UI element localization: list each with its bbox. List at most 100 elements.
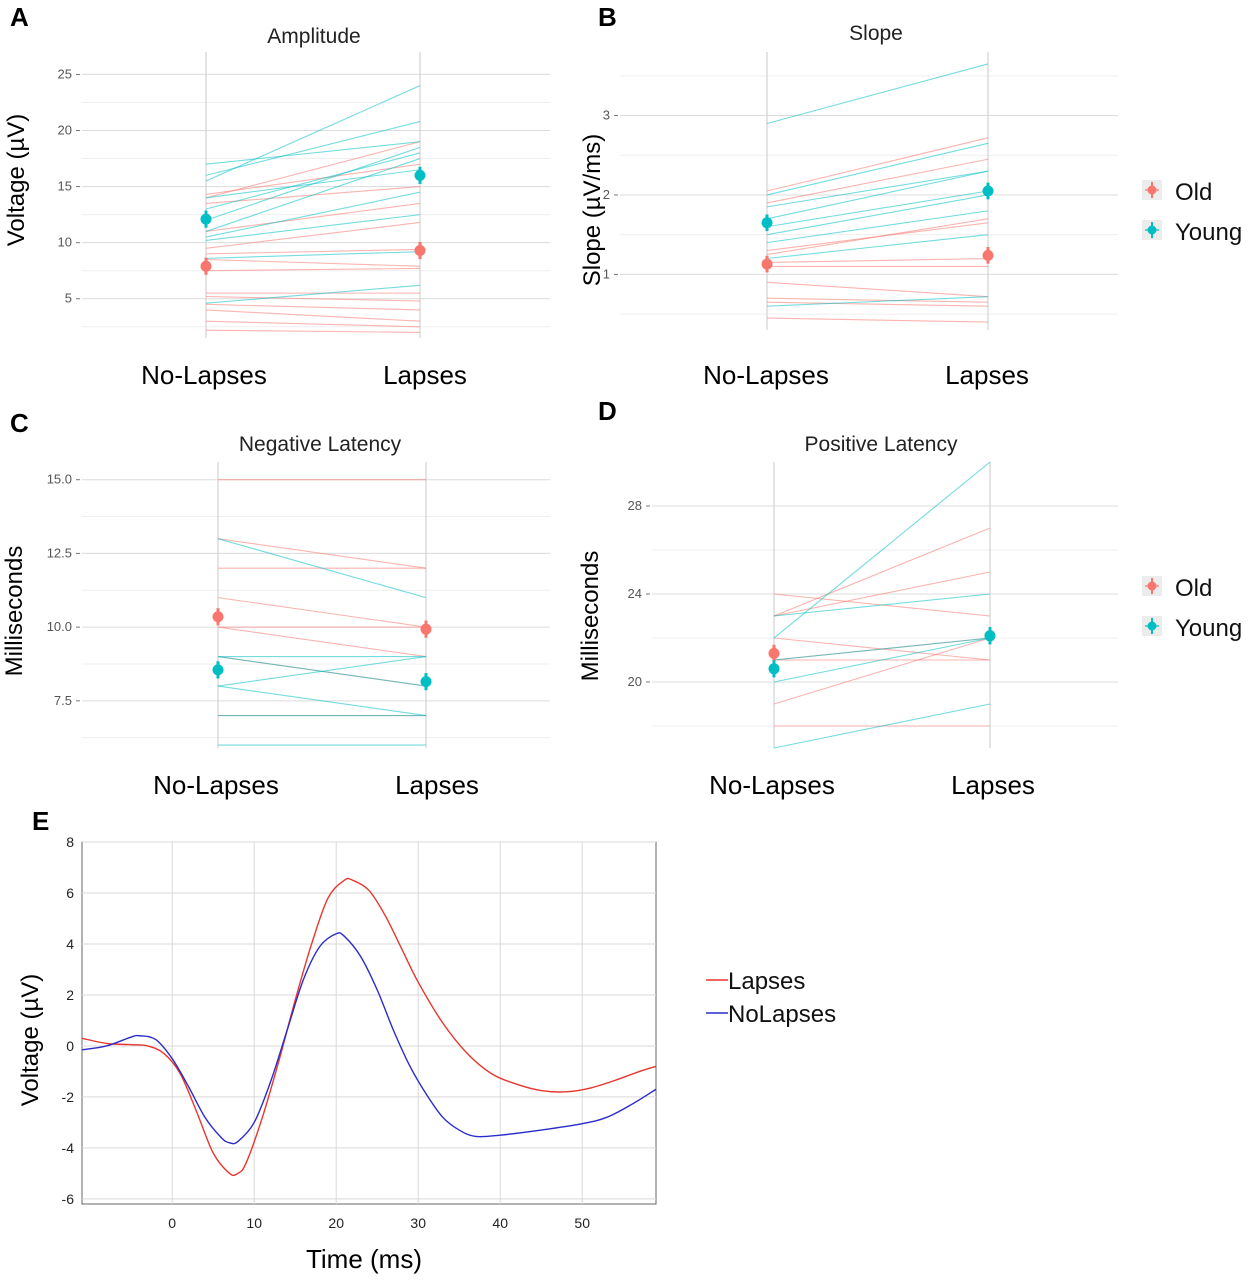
panel-c-y-axis-label: Milliseconds	[1, 546, 28, 677]
legend-nolapses-label: NoLapses	[728, 1001, 836, 1028]
panel-a-mean-point-old	[200, 260, 212, 272]
panel-b-mean-point-young	[761, 217, 773, 229]
panel-c-subject-line-young	[217, 685, 427, 717]
legend-old-label-2: Old	[1175, 575, 1212, 602]
panel-a-subject-line-old	[205, 258, 421, 267]
panel-b-category-label-lapses: Lapses	[945, 360, 1029, 390]
panel-e-x-tick-label: 40	[492, 1215, 508, 1231]
panel-e-y-tick-label: 4	[66, 936, 74, 952]
panel-d-subject-line-young	[773, 637, 991, 661]
panel-b-subject-line-old	[766, 158, 989, 204]
panel-a-mean-point-young	[200, 213, 212, 225]
panel-b-subject-line-young	[766, 63, 989, 125]
panel-a: A Amplitude Voltage (µV) No-Lapses Lapse…	[3, 2, 550, 390]
panel-a-y-tick-label: 5	[65, 291, 72, 306]
panel-d-subject-line-young	[773, 703, 991, 749]
panel-c-subject-line-old	[217, 538, 427, 569]
panel-a-subject-line-old	[205, 320, 421, 328]
panel-a-y-tick-label: 10	[58, 235, 72, 250]
panel-c-mean-point-young	[420, 676, 432, 688]
legend-young-key	[1147, 225, 1157, 235]
panel-b-subject-line-young	[766, 142, 989, 196]
panel-b-mean-point-young	[982, 185, 994, 197]
panel-e-y-tick-label: -6	[62, 1191, 75, 1207]
panel-a-mean-point-young	[414, 169, 426, 181]
panel-b-y-tick-label: 1	[603, 266, 610, 281]
panel-a-subject-line-old	[205, 295, 421, 302]
panel-e-x-tick-label: 50	[574, 1215, 590, 1231]
panel-b: B Slope Slope (µV/ms) No-Lapses Lapses 1…	[579, 2, 1118, 390]
panel-e-y-axis-label: Voltage (µV)	[17, 974, 44, 1107]
panel-d-subject-line-old	[773, 527, 991, 617]
panel-d-title: Positive Latency	[805, 433, 958, 456]
panel-d-y-tick-label: 24	[628, 586, 642, 601]
panel-b-y-tick-label: 3	[603, 108, 610, 123]
panel-a-subject-line-old	[205, 202, 421, 232]
panel-b-subject-line-young	[766, 170, 989, 208]
panel-e-y-tick-label: 0	[66, 1038, 74, 1054]
panel-a-subject-line-young	[205, 85, 421, 182]
panel-c-subject-line-old	[217, 597, 427, 628]
legend-old-label: Old	[1175, 179, 1212, 206]
panel-a-subject-line-old	[205, 309, 421, 322]
panel-a-subject-line-young	[205, 158, 421, 232]
panel-d-y-axis-label: Milliseconds	[577, 551, 604, 682]
panel-a-subject-line-old	[205, 141, 421, 199]
panel-a-y-tick-label: 20	[58, 123, 72, 138]
panel-d-mean-point-young	[984, 630, 996, 642]
panel-b-subject-line-young	[766, 296, 989, 307]
panel-e-y-tick-label: -4	[62, 1140, 75, 1156]
panel-e-y-tick-label: -2	[62, 1089, 75, 1105]
panel-c-mean-point-young	[212, 664, 224, 676]
panel-d-category-label-lapses: Lapses	[951, 770, 1035, 800]
panel-b-subject-line-old	[766, 317, 989, 323]
panel-c-mean-point-old	[420, 623, 432, 635]
panel-a-subject-line-old	[205, 221, 421, 249]
legend-young-key-2	[1147, 621, 1157, 631]
panel-a-y-tick-label: 15	[58, 179, 72, 194]
panel-d: D Positive Latency Milliseconds No-Lapse…	[577, 396, 1118, 800]
panel-c-y-tick-label: 7.5	[54, 693, 72, 708]
panel-b-category-label-no-lapses: No-Lapses	[703, 360, 829, 390]
panel-c-y-tick-label: 10.0	[47, 619, 72, 634]
panel-a-y-axis-label: Voltage (µV)	[3, 114, 30, 247]
panel-b-subject-line-old	[766, 137, 989, 192]
panel-letter-e: E	[32, 806, 49, 836]
panel-letter-d: D	[598, 396, 617, 426]
panel-e-x-tick-label: 20	[328, 1215, 344, 1231]
panel-a-subject-line-young	[205, 191, 421, 238]
panel-e-y-tick-label: 2	[66, 987, 74, 1003]
panel-d-subject-line-young	[773, 637, 991, 683]
panel-b-y-tick-label: 2	[603, 187, 610, 202]
panel-c: C Negative Latency Milliseconds No-Lapse…	[1, 408, 550, 800]
panel-a-mean-point-old	[414, 245, 426, 257]
panel-a-subject-line-young	[205, 251, 421, 259]
panel-b-subject-line-old	[766, 222, 989, 252]
panel-d-mean-point-young	[768, 663, 780, 675]
legend-lapses-label: Lapses	[728, 968, 805, 995]
legend-old-key	[1147, 185, 1157, 195]
panel-a-subject-line-old	[205, 163, 421, 195]
panel-e: E 0 10 20 30 40 50 -6 -4 -2 0 2 4 6 8 Time (ms) Volta…	[17, 806, 836, 1274]
panel-e-waveform-lapses	[81, 877, 657, 1177]
panel-b-subject-line-old	[766, 301, 989, 307]
panel-b-subject-line-young	[766, 210, 989, 244]
panel-d-subject-line-old	[773, 637, 991, 705]
panel-b-subject-line-old	[766, 297, 989, 303]
panel-b-subject-line-old	[766, 257, 989, 264]
panel-letter-b: B	[598, 2, 617, 32]
panel-c-category-label-no-lapses: No-Lapses	[153, 770, 279, 800]
panel-c-y-tick-label: 15.0	[47, 472, 72, 487]
panel-a-y-tick-label: 25	[58, 66, 72, 81]
panel-a-subject-line-young	[205, 121, 421, 176]
panel-d-subject-line-young	[773, 593, 991, 617]
panel-b-subject-line-young	[766, 194, 989, 236]
panel-c-subject-line-old	[217, 626, 427, 658]
panel-a-subject-line-old	[205, 248, 421, 255]
legend-young-label: Young	[1175, 219, 1242, 246]
panel-b-mean-point-old	[982, 249, 994, 261]
panel-e-x-tick-label: 0	[168, 1215, 176, 1231]
panel-b-y-axis-label: Slope (µV/ms)	[579, 134, 606, 287]
panel-d-y-tick-label: 28	[628, 498, 642, 513]
